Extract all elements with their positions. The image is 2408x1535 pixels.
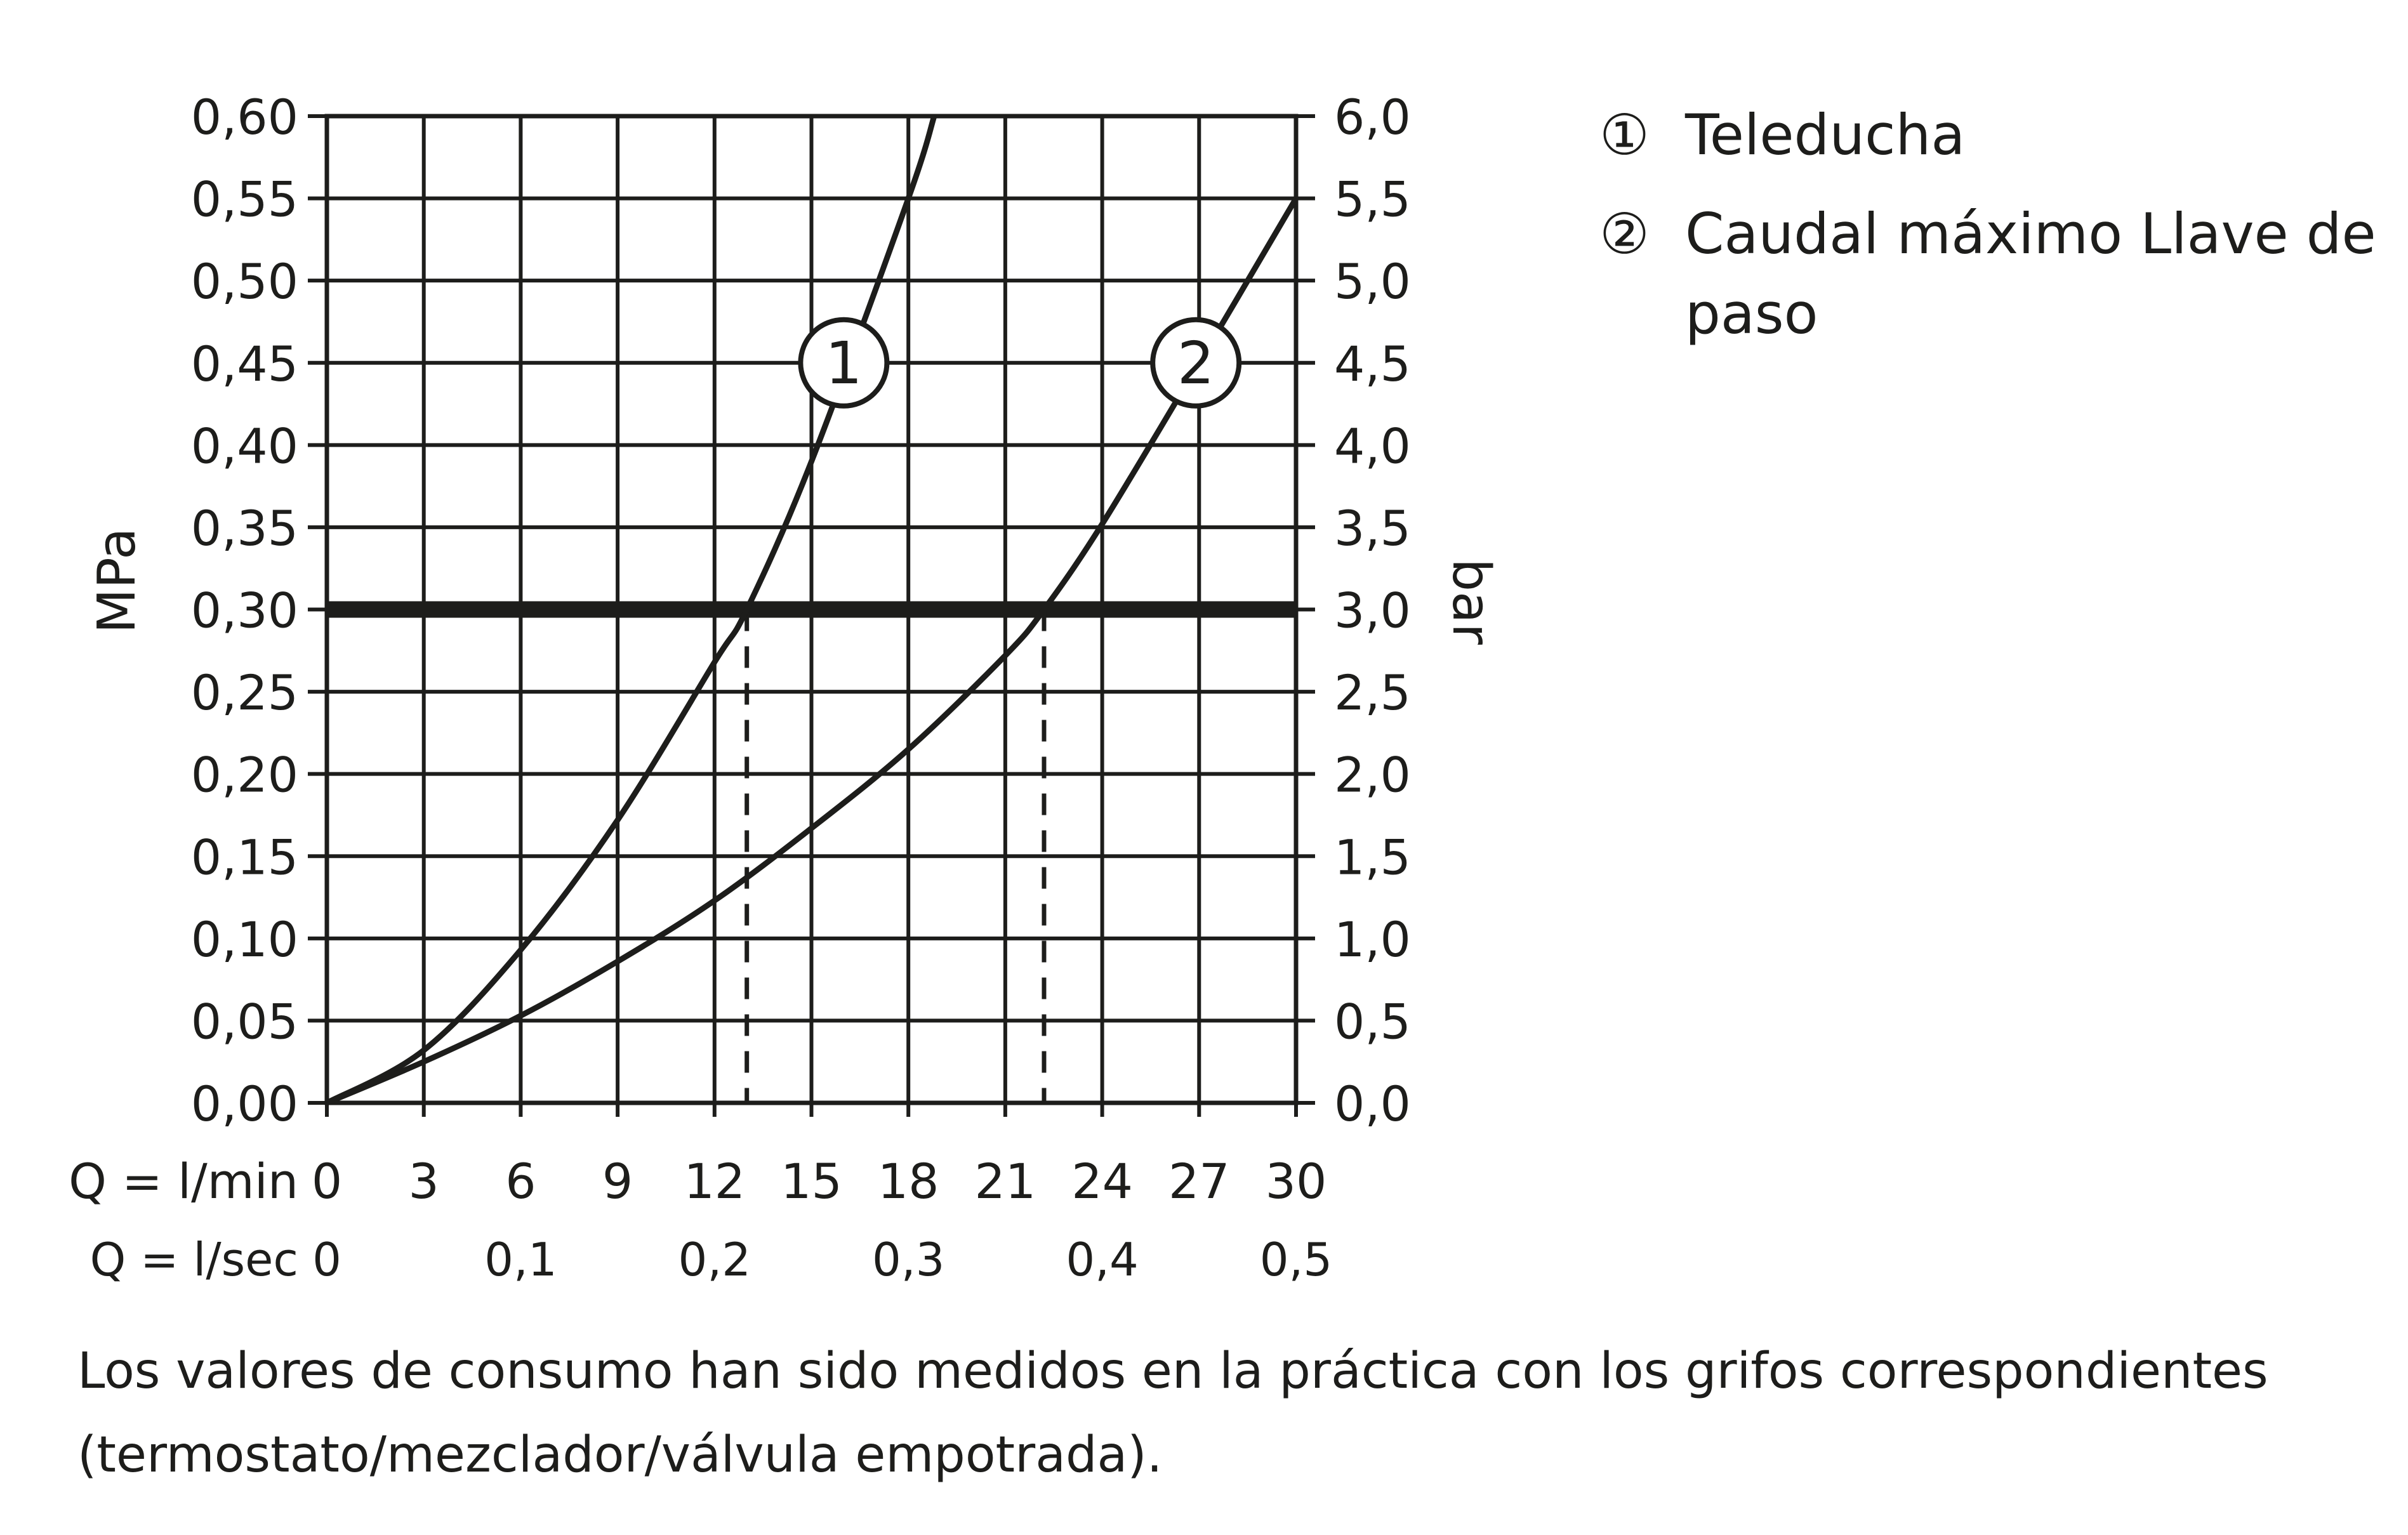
y-tick-label-left: 0,55 — [191, 171, 298, 228]
y-tick-label-right: 4,5 — [1334, 336, 1411, 392]
y-tick-label-left: 0,10 — [191, 911, 298, 968]
x-tick-label: 15 — [781, 1153, 842, 1209]
series-marker-label-1: 1 — [825, 329, 863, 397]
x-tick-label: 21 — [975, 1153, 1036, 1209]
x-axis-row-label: Q = l/sec — [90, 1233, 298, 1286]
y-tick-label-right: 1,0 — [1334, 911, 1411, 968]
x-tick-label: 0,2 — [678, 1233, 751, 1286]
y-tick-label-left: 0,15 — [191, 829, 298, 885]
x-tick-label: 0,3 — [872, 1233, 945, 1286]
y-tick-label-right: 1,5 — [1334, 829, 1411, 885]
footnote: Los valores de consumo han sido medidos … — [77, 1343, 2268, 1484]
x-tick-label: 3 — [409, 1153, 439, 1209]
x-tick-label: 18 — [878, 1153, 939, 1209]
legend-marker-1: ① — [1599, 102, 1650, 168]
series-marker-label-2: 2 — [1177, 329, 1215, 397]
series-marker-2 — [1150, 317, 1242, 409]
y-tick-label-right: 4,0 — [1334, 418, 1411, 474]
y-tick-label-left: 0,40 — [191, 418, 298, 474]
x-tick-label: 24 — [1071, 1153, 1133, 1209]
legend-label-1: Teleducha — [1685, 102, 1966, 168]
y-tick-label-right: 5,0 — [1334, 253, 1411, 310]
legend-marker-2: ② — [1599, 201, 1650, 267]
y-tick-label-left: 0,30 — [191, 583, 298, 639]
x-tick-label: 30 — [1266, 1153, 1327, 1209]
legend: ① Teleducha ② Caudal máximo Llave de pas… — [1599, 95, 2386, 354]
x-axis-row-label: Q = l/min — [69, 1153, 298, 1209]
x-tick-label: 12 — [684, 1153, 745, 1209]
y-tick-label-right: 0,5 — [1334, 993, 1411, 1050]
y-tick-label-right: 0,0 — [1334, 1076, 1411, 1132]
x-tick-label: 0 — [312, 1153, 342, 1209]
y-tick-label-left: 0,35 — [191, 500, 298, 557]
y-tick-label-right: 5,5 — [1334, 171, 1411, 228]
series-marker-1 — [798, 317, 890, 409]
y-axis-left-label: MPa — [87, 528, 147, 634]
y-tick-label-right: 3,0 — [1334, 583, 1411, 639]
x-tick-label: 0,5 — [1260, 1233, 1333, 1286]
y-axis-right-label: bar — [1441, 558, 1501, 645]
x-tick-label: 27 — [1168, 1153, 1230, 1209]
tick-labels: 0,00 0,00,05 0,50,10 1,00,15 1,50,20 2,00,25 2… — [69, 89, 1411, 1286]
reference-line-layer — [327, 601, 1296, 1103]
series-line-1 — [325, 115, 937, 1105]
y-tick-label-right: 3,5 — [1334, 500, 1411, 557]
y-tick-label-left: 0,25 — [191, 664, 298, 721]
y-tick-label-left: 0,00 — [191, 1076, 298, 1132]
x-tick-label: 0,4 — [1066, 1233, 1139, 1286]
y-tick-label-left: 0,60 — [191, 89, 298, 145]
legend-item-2: ② Caudal máximo Llave de paso — [1599, 194, 2386, 354]
y-tick-label-left: 0,45 — [191, 336, 298, 392]
y-tick-label-right: 2,0 — [1334, 747, 1411, 803]
legend-item-1: ① Teleducha — [1599, 95, 2386, 175]
y-tick-label-left: 0,50 — [191, 253, 298, 310]
y-tick-label-right: 2,5 — [1334, 664, 1411, 721]
x-tick-label: 6 — [505, 1153, 536, 1209]
legend-label-2: Caudal máximo Llave de paso — [1685, 201, 2376, 346]
y-tick-label-left: 0,20 — [191, 747, 298, 803]
x-tick-label: 0,1 — [484, 1233, 557, 1286]
y-tick-label-right: 6,0 — [1334, 89, 1411, 145]
x-tick-label: 9 — [602, 1153, 633, 1209]
y-tick-label-left: 0,05 — [191, 993, 298, 1050]
series-line-2 — [326, 197, 1299, 1106]
x-tick-label: 0 — [312, 1233, 341, 1286]
